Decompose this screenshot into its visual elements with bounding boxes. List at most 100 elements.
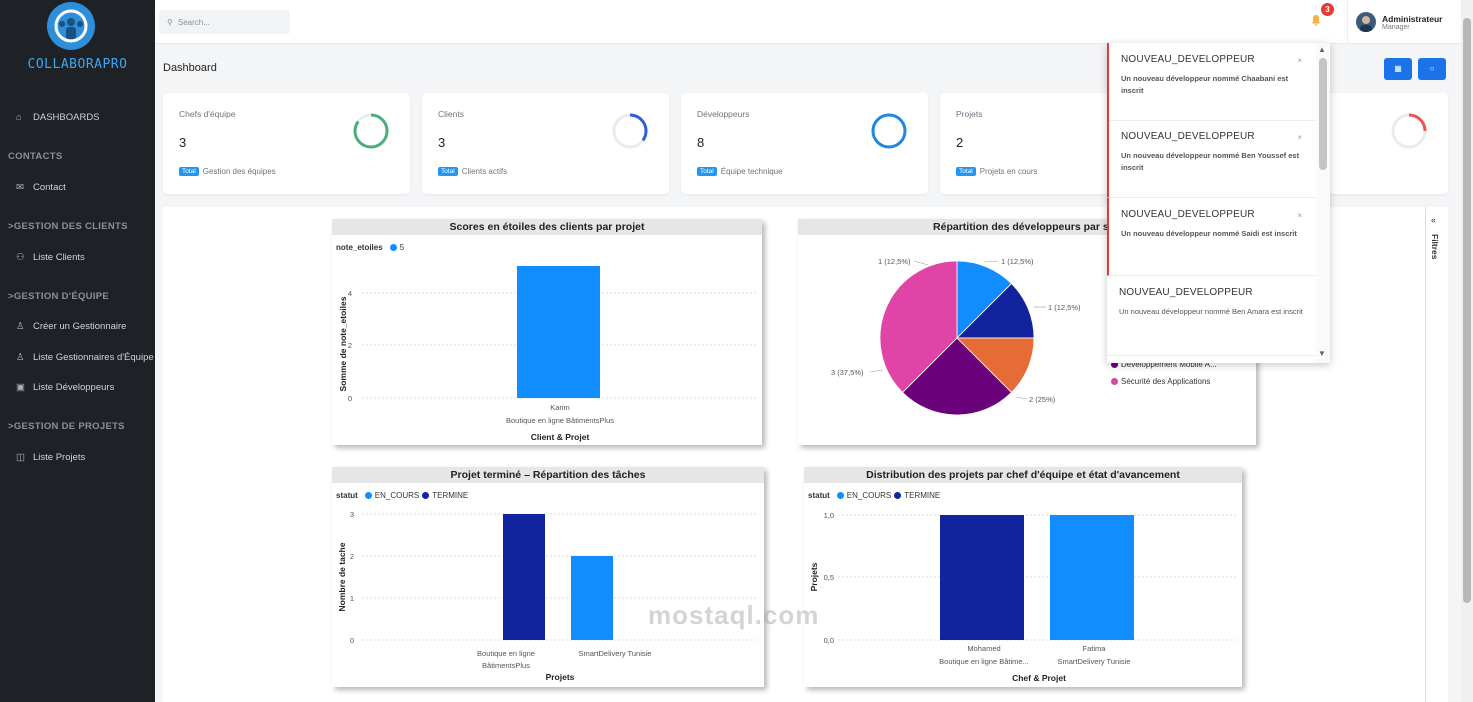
sidebar-item-contact[interactable]: ✉ Contact [16,182,66,193]
scroll-thumb[interactable] [1463,18,1471,603]
notification-body: Un nouveau développeur nommé Chaabani es… [1121,74,1289,95]
y-axis-label: Projets [809,562,819,591]
calendar-button[interactable]: ▦ [1384,58,1412,80]
x-tick: Boutique en ligne Bâtime... [939,657,1029,666]
bar-en-cours[interactable] [1050,515,1134,640]
filters-pane[interactable]: « Filtres [1425,207,1443,702]
user-icon: ♙ [16,352,25,363]
leader-line [913,260,929,266]
sidebar-item-label: Liste Développeurs [33,382,115,393]
sidebar-item-label: DASHBOARDS [33,112,100,123]
x-tick: SmartDelivery Tunisie [579,649,652,658]
image-icon: ▣ [16,382,25,393]
chart-plot: 4 2 0 Karim Boutique en ligne BâtimentsP… [338,266,757,442]
x-axis-label: Projets [546,672,575,682]
user-name: Administrateur [1382,13,1443,24]
stat-card: Clients 3 Total Clients actifs [422,93,669,194]
sidebar-item-label: Contact [33,182,66,193]
notifications-dropdown[interactable]: NOUVEAU_DEVELOPPEUR Un nouveau développeu… [1107,43,1330,363]
pie-slice[interactable] [901,337,1013,416]
sidebar-item-managers[interactable]: ♙ Liste Gestionnaires d'Équipe [16,352,154,363]
scroll-up-icon[interactable]: ▲ [1318,45,1326,54]
notification-body: Un nouveau développeur nommé Ben Youssef… [1121,151,1300,172]
user-icon: ♙ [16,321,25,332]
chart-title: Scores en étoiles des clients par projet [332,219,762,235]
bell-icon[interactable] [1310,13,1322,31]
card-footer-text: Projets en cours [979,167,1038,176]
sidebar-section-projects: >GESTION DE PROJETS [8,421,125,432]
scroll-thumb[interactable] [1319,58,1327,170]
user-menu[interactable]: Administrateur Manager [1347,0,1461,44]
notification-title: NOUVEAU_DEVELOPPEUR [1119,287,1253,298]
notif-scrollbar[interactable]: ▲ ▼ [1316,43,1330,363]
mail-icon: ✉ [16,182,24,193]
sidebar: COLLABORAPRO ⌂ DASHBOARDS CONTACTS ✉ Conta… [0,0,155,702]
pie-slice[interactable] [956,337,1035,394]
sidebar-item-projects[interactable]: ◫ Liste Projets [16,452,85,463]
chart-legend: statut EN_COURS TERMINE [808,491,940,500]
user-role: Manager [1382,23,1410,31]
close-icon[interactable]: × [1297,211,1302,220]
refresh-button[interactable]: ○ [1418,58,1446,80]
sidebar-item-label: Liste Projets [33,452,86,463]
pie-slice[interactable] [956,260,1013,339]
sidebar-section-clients: >GESTION DES CLIENTS [8,221,128,232]
page-scrollbar[interactable] [1461,0,1473,702]
card-value: 2 [956,135,964,150]
notification-item[interactable]: NOUVEAU_DEVELOPPEUR Un nouveau développeu… [1107,198,1316,276]
x-tick: Boutique en ligne [477,649,535,658]
y-tick: 4 [348,289,352,298]
chart-plot: 1,0 0,5 0,0 Mohamed Boutique en ligne Bâ… [809,511,1236,683]
pie-label: 3 (37,5%) [831,368,864,377]
search-input[interactable]: ⚲ Search... [159,10,290,34]
card-footer-text: Équipe technique [720,167,783,176]
logo-icon [47,2,95,50]
notification-title: NOUVEAU_DEVELOPPEUR [1121,209,1255,220]
legend-dot [389,244,397,251]
close-icon[interactable]: × [1297,133,1302,142]
sidebar-item-create-manager[interactable]: ♙ Créer un Gestionnaire [16,321,126,332]
total-badge: Total [438,167,458,176]
users-icon: ⚇ [16,252,25,263]
chart-plot: 1 (12,5%) 1 (12,5%) 1 (12,5%) 2 (25%) 3 … [831,257,1081,416]
sidebar-item-label: Liste Gestionnaires d'Équipe [33,352,154,363]
card-footer: Total Projets en cours [956,167,1038,176]
bar-termine[interactable] [503,514,545,640]
legend-dot [894,492,902,499]
filters-label: Filtres [1430,234,1440,260]
notification-item[interactable]: NOUVEAU_DEVELOPPEUR Un nouveau développeu… [1107,120,1316,198]
card-footer: Total Équipe technique [697,167,783,176]
notification-item[interactable]: NOUVEAU_DEVELOPPEUR Un nouveau développeu… [1107,43,1316,121]
sidebar-item-dashboards[interactable]: ⌂ DASHBOARDS [16,112,100,123]
x-tick: Fatima [1083,644,1107,653]
leader-line [983,260,999,263]
scroll-down-icon[interactable]: ▼ [1318,349,1326,358]
pie-slice[interactable] [879,260,958,394]
bar-termine[interactable] [940,515,1024,640]
avatar [1356,12,1376,32]
notification-item[interactable]: NOUVEAU_DEVELOPPEUR Un nouveau développeu… [1107,276,1316,356]
folder-icon: ◫ [16,452,25,463]
pie-slice[interactable] [956,282,1035,339]
card-value: 3 [179,135,187,150]
total-badge: Total [697,167,717,176]
legend-item: 5 [399,243,405,252]
legend-dot [1111,361,1118,368]
total-badge: Total [179,167,199,176]
page-title: Dashboard [163,62,217,74]
card-footer-text: Clients actifs [461,167,508,176]
collapse-icon[interactable]: « [1431,215,1437,225]
bar-en-cours[interactable] [571,556,613,640]
card-value: 3 [438,135,446,150]
legend-title: statut [336,491,358,500]
notification-body: Un nouveau développeur nommé Saidi est i… [1121,229,1297,238]
notification-badge: 3 [1321,3,1334,16]
legend-label: EN_COURS [374,491,420,500]
y-tick: 1 [350,594,354,603]
card-value: 8 [697,135,705,150]
close-icon[interactable]: × [1297,56,1302,65]
bar-karim[interactable] [517,266,600,398]
sidebar-item-developers[interactable]: ▣ Liste Développeurs [16,382,114,393]
sidebar-item-clients[interactable]: ⚇ Liste Clients [16,252,85,263]
y-tick: 1,0 [824,511,834,520]
